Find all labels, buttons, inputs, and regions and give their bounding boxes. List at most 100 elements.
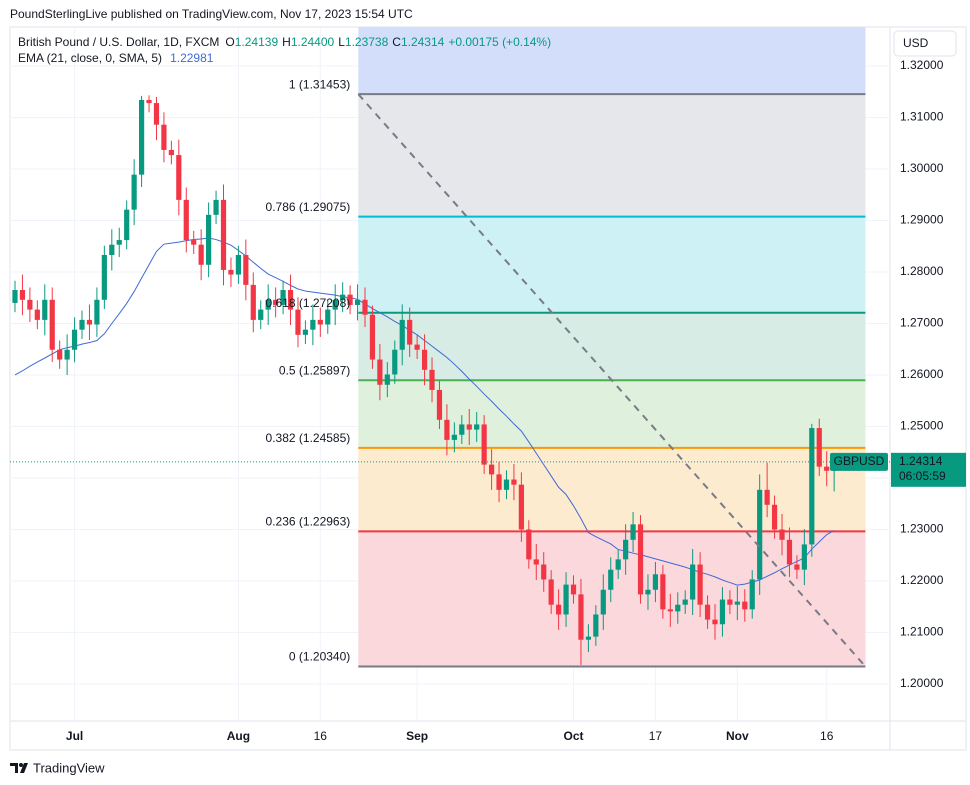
candle-body xyxy=(637,524,644,595)
candle-body xyxy=(719,599,726,625)
candle-body xyxy=(421,349,428,370)
last-price: 1.24314 xyxy=(899,454,943,468)
x-tick-label: 16 xyxy=(314,729,328,743)
fib-band xyxy=(358,312,866,381)
x-tick-label: Oct xyxy=(563,729,583,743)
candle-body xyxy=(101,254,107,300)
candle-body xyxy=(682,599,688,605)
candle-body xyxy=(801,544,807,570)
candle-body xyxy=(414,344,420,350)
candle-body xyxy=(608,569,614,590)
candle-body xyxy=(176,155,182,200)
y-tick-label: 1.30000 xyxy=(900,161,944,175)
candle-body xyxy=(377,359,383,385)
currency[interactable]: USD xyxy=(903,36,929,50)
candle-body xyxy=(578,594,584,640)
candle-body xyxy=(317,319,323,325)
candle-body xyxy=(816,428,822,467)
candle-body xyxy=(652,574,659,590)
candle-body xyxy=(474,424,480,430)
candle-body xyxy=(34,309,40,320)
candle-body xyxy=(362,299,368,315)
candle-body xyxy=(481,424,487,465)
candle-body xyxy=(436,389,443,420)
candle-body xyxy=(533,559,539,565)
ohlc-value: 1.24400 xyxy=(291,35,335,49)
fib-band xyxy=(358,380,866,448)
candle-body xyxy=(675,604,681,612)
candle-body xyxy=(794,564,800,570)
y-tick-label: 1.32000 xyxy=(900,58,944,72)
trend-line xyxy=(357,93,867,668)
candle-body xyxy=(444,419,450,440)
candle-body xyxy=(697,564,703,605)
candle-body xyxy=(273,299,279,305)
candle-body xyxy=(749,579,755,610)
candle-body xyxy=(384,374,390,385)
candle-body xyxy=(690,564,696,600)
y-tick-label: 1.28000 xyxy=(900,264,944,278)
candle-body xyxy=(824,466,830,471)
candle-body xyxy=(615,559,621,570)
x-tick-label: 17 xyxy=(649,729,663,743)
y-tick-label: 1.21000 xyxy=(900,625,944,639)
candle-body xyxy=(64,349,70,360)
candle-body xyxy=(600,589,606,615)
ticker: GBPUSD xyxy=(834,454,885,468)
candle-body xyxy=(325,309,331,325)
candle-body xyxy=(712,619,718,625)
ohlc-value: 1.23738 xyxy=(345,35,389,49)
candle-body xyxy=(786,539,793,565)
candle-body xyxy=(630,524,636,540)
candle-body xyxy=(12,290,18,303)
ohlc-name: C xyxy=(392,35,401,49)
candle-body xyxy=(198,244,204,265)
fib-band xyxy=(358,216,866,313)
candle-body xyxy=(369,314,376,360)
ticker-tag xyxy=(830,452,888,471)
candle-body xyxy=(764,489,770,505)
candle-body xyxy=(511,479,517,485)
logo xyxy=(10,763,28,773)
candle-body xyxy=(295,309,301,335)
fib-label: 0.382 (1.24585) xyxy=(266,431,351,445)
y-tick-label: 1.26000 xyxy=(900,367,944,381)
fib-band xyxy=(358,94,866,217)
candle-body xyxy=(191,240,197,245)
candle-body xyxy=(563,584,569,615)
candle-body xyxy=(235,254,241,275)
candle-body xyxy=(623,539,629,560)
candle-body xyxy=(503,479,510,490)
candle-body xyxy=(429,369,435,390)
candle-body xyxy=(131,174,137,210)
currency-box[interactable] xyxy=(893,30,957,57)
symbol: British Pound / U.S. Dollar, 1D, FXCM xyxy=(18,35,219,49)
ohlc-name: H xyxy=(282,35,291,49)
candle-body xyxy=(168,149,174,156)
fib-label: 0.618 (1.27208) xyxy=(266,296,351,310)
candle-body xyxy=(332,299,338,310)
candle-body xyxy=(27,299,33,310)
candle-body xyxy=(116,240,122,245)
x-tick-label: 16 xyxy=(820,729,834,743)
x-tick-label: Aug xyxy=(227,729,250,743)
candle-body xyxy=(809,428,815,545)
fib-band xyxy=(358,531,866,667)
candle-body xyxy=(459,424,465,435)
candle-body xyxy=(570,584,577,595)
candle-body xyxy=(310,319,316,330)
candle-body xyxy=(585,636,592,640)
candle-body xyxy=(541,564,547,580)
candle-body xyxy=(42,299,48,320)
candle-body xyxy=(727,599,733,605)
candle-body xyxy=(757,489,763,580)
brand: TradingView xyxy=(33,760,105,775)
candle-body xyxy=(206,214,212,265)
candle-body xyxy=(526,529,532,560)
candle-body xyxy=(265,299,271,310)
candle-body xyxy=(667,609,673,612)
candle-body xyxy=(496,474,502,490)
x-tick-label: Jul xyxy=(66,729,83,743)
candle-body xyxy=(94,299,100,325)
